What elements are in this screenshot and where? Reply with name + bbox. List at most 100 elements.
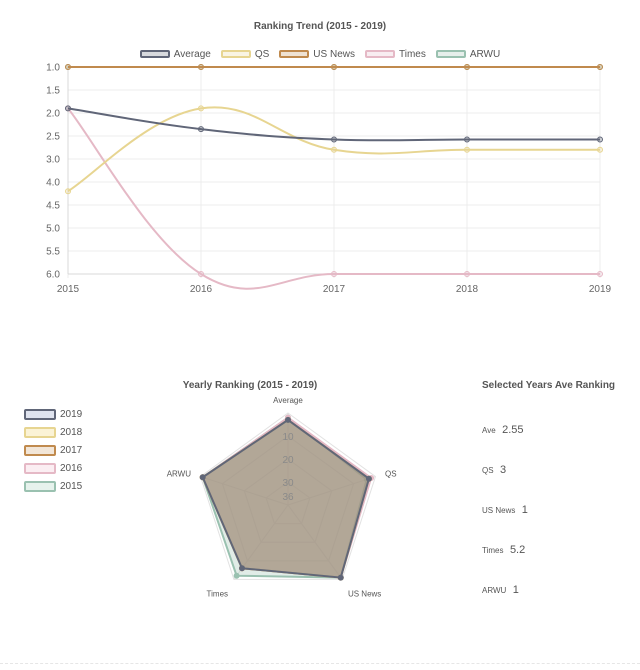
radar-ring	[265, 481, 311, 525]
data-point[interactable]	[597, 271, 603, 277]
series-times	[65, 105, 603, 290]
summary-row-qs: QS 3	[482, 460, 506, 478]
radar-tick-label: 20	[282, 455, 294, 466]
legend-swatch	[139, 50, 170, 58]
radar-point[interactable]	[365, 475, 372, 482]
trend-chart-title: Ranking Trend (2015 - 2019)	[253, 21, 387, 32]
data-point[interactable]	[464, 64, 470, 70]
y-tick-label: 1.5	[46, 86, 60, 97]
legend-item-2015[interactable]: 2015	[24, 477, 82, 495]
radar-point[interactable]	[337, 574, 344, 581]
y-tick-label: 5.5	[46, 247, 60, 258]
summary-label: Ave	[482, 426, 496, 435]
y-tick-label: 2.0	[46, 109, 60, 120]
legend-swatch	[24, 462, 56, 474]
series-line	[67, 106, 600, 193]
legend-item-us-news[interactable]: US News	[279, 46, 355, 62]
radar-spoke	[287, 504, 343, 580]
summary-label: ARWU	[482, 586, 507, 595]
radar-ring	[199, 412, 377, 580]
radar-point[interactable]	[233, 572, 240, 579]
trend-grid	[67, 66, 601, 278]
y-tick-label: 2.5	[46, 132, 60, 143]
legend-item-qs[interactable]: QS	[220, 46, 270, 62]
data-point[interactable]	[597, 146, 603, 153]
legend-item-times[interactable]: Times	[364, 46, 426, 62]
legend-swatch	[24, 444, 56, 456]
summary-value: 2.55	[502, 424, 524, 436]
summary-value: 3	[500, 464, 507, 476]
radar-point[interactable]	[285, 416, 291, 423]
legend-item-2016[interactable]: 2016	[24, 459, 82, 477]
y-tick-label: 5.0	[46, 224, 60, 235]
radar-tick-label: 30	[282, 478, 294, 489]
radar-tick-label: 36	[282, 492, 294, 503]
summary-row-us-news: US News 1	[482, 500, 528, 518]
x-tick-label: 2016	[190, 284, 213, 295]
data-point[interactable]	[331, 271, 337, 277]
data-point[interactable]	[65, 105, 71, 112]
radar-point[interactable]	[199, 474, 206, 481]
legend-swatch	[24, 408, 56, 420]
legend-label: QS	[254, 48, 270, 60]
series-line	[67, 107, 600, 290]
data-point[interactable]	[597, 136, 603, 143]
summary-title: Selected Years Ave Ranking	[482, 380, 616, 391]
radar-axis-label: US News	[348, 590, 381, 599]
series-average	[65, 105, 603, 143]
radar-chart-title: Yearly Ranking (2015 - 2019)	[182, 380, 318, 391]
legend-item-arwu[interactable]: ARWU	[435, 46, 501, 62]
divider	[0, 663, 640, 665]
summary-row-ave: Ave 2.55	[482, 420, 524, 438]
x-tick-label: 2017	[323, 284, 346, 295]
summary-row-arwu: ARWU 1	[482, 580, 519, 598]
data-point[interactable]	[331, 64, 337, 70]
radar-axis-label: ARWU	[167, 469, 192, 478]
x-tick-label: 2018	[456, 284, 479, 295]
data-point[interactable]	[65, 64, 71, 70]
summary-label: Times	[482, 546, 504, 555]
summary-label: QS	[482, 466, 494, 475]
data-point[interactable]	[198, 105, 204, 112]
data-point[interactable]	[198, 271, 204, 277]
legend-label: Average	[173, 48, 211, 60]
summary-label: US News	[482, 506, 516, 515]
radar-spoke	[287, 476, 376, 506]
legend-swatch	[24, 480, 56, 492]
legend-label: ARWU	[469, 48, 501, 60]
data-point[interactable]	[464, 146, 470, 153]
summary-row-times: Times 5.2	[482, 540, 525, 558]
legend-label: 2016	[60, 462, 83, 474]
trend-legend: Average QS US News Times ARWU	[0, 46, 640, 62]
radar-legend: 2019 2018 2017 2016 2015	[24, 405, 82, 495]
series-qs	[65, 105, 603, 195]
legend-label: 2015	[60, 480, 83, 492]
radar-point[interactable]	[239, 565, 246, 572]
x-tick-label: 2019	[589, 284, 612, 295]
legend-item-2019[interactable]: 2019	[24, 405, 82, 423]
data-point[interactable]	[198, 126, 204, 133]
data-point[interactable]	[597, 64, 603, 70]
legend-item-2018[interactable]: 2018	[24, 423, 82, 441]
radar-axis-label: QS	[385, 469, 397, 478]
summary-panel: Selected Years Ave Ranking Ave 2.55 QS 3…	[482, 380, 632, 596]
data-point[interactable]	[464, 271, 470, 277]
radar-axis-label: Times	[207, 590, 228, 599]
legend-swatch	[279, 50, 310, 58]
legend-swatch	[364, 50, 395, 58]
summary-value: 1	[512, 584, 519, 596]
radar-chart: 10 20 30 36 Average QS US News Times ARWU	[167, 396, 397, 599]
y-tick-label: 4.0	[46, 178, 60, 189]
legend-item-2017[interactable]: 2017	[24, 441, 82, 459]
data-point[interactable]	[65, 188, 71, 195]
data-point[interactable]	[331, 146, 337, 153]
data-point[interactable]	[464, 136, 470, 143]
radar-axis-label: Average	[273, 396, 303, 405]
data-point[interactable]	[331, 136, 337, 143]
radar-ring	[221, 435, 355, 562]
legend-item-average[interactable]: Average	[139, 46, 211, 62]
radar-area	[201, 418, 371, 579]
y-tick-label: 4.5	[46, 201, 60, 212]
data-point[interactable]	[198, 64, 204, 70]
legend-swatch	[220, 50, 251, 58]
